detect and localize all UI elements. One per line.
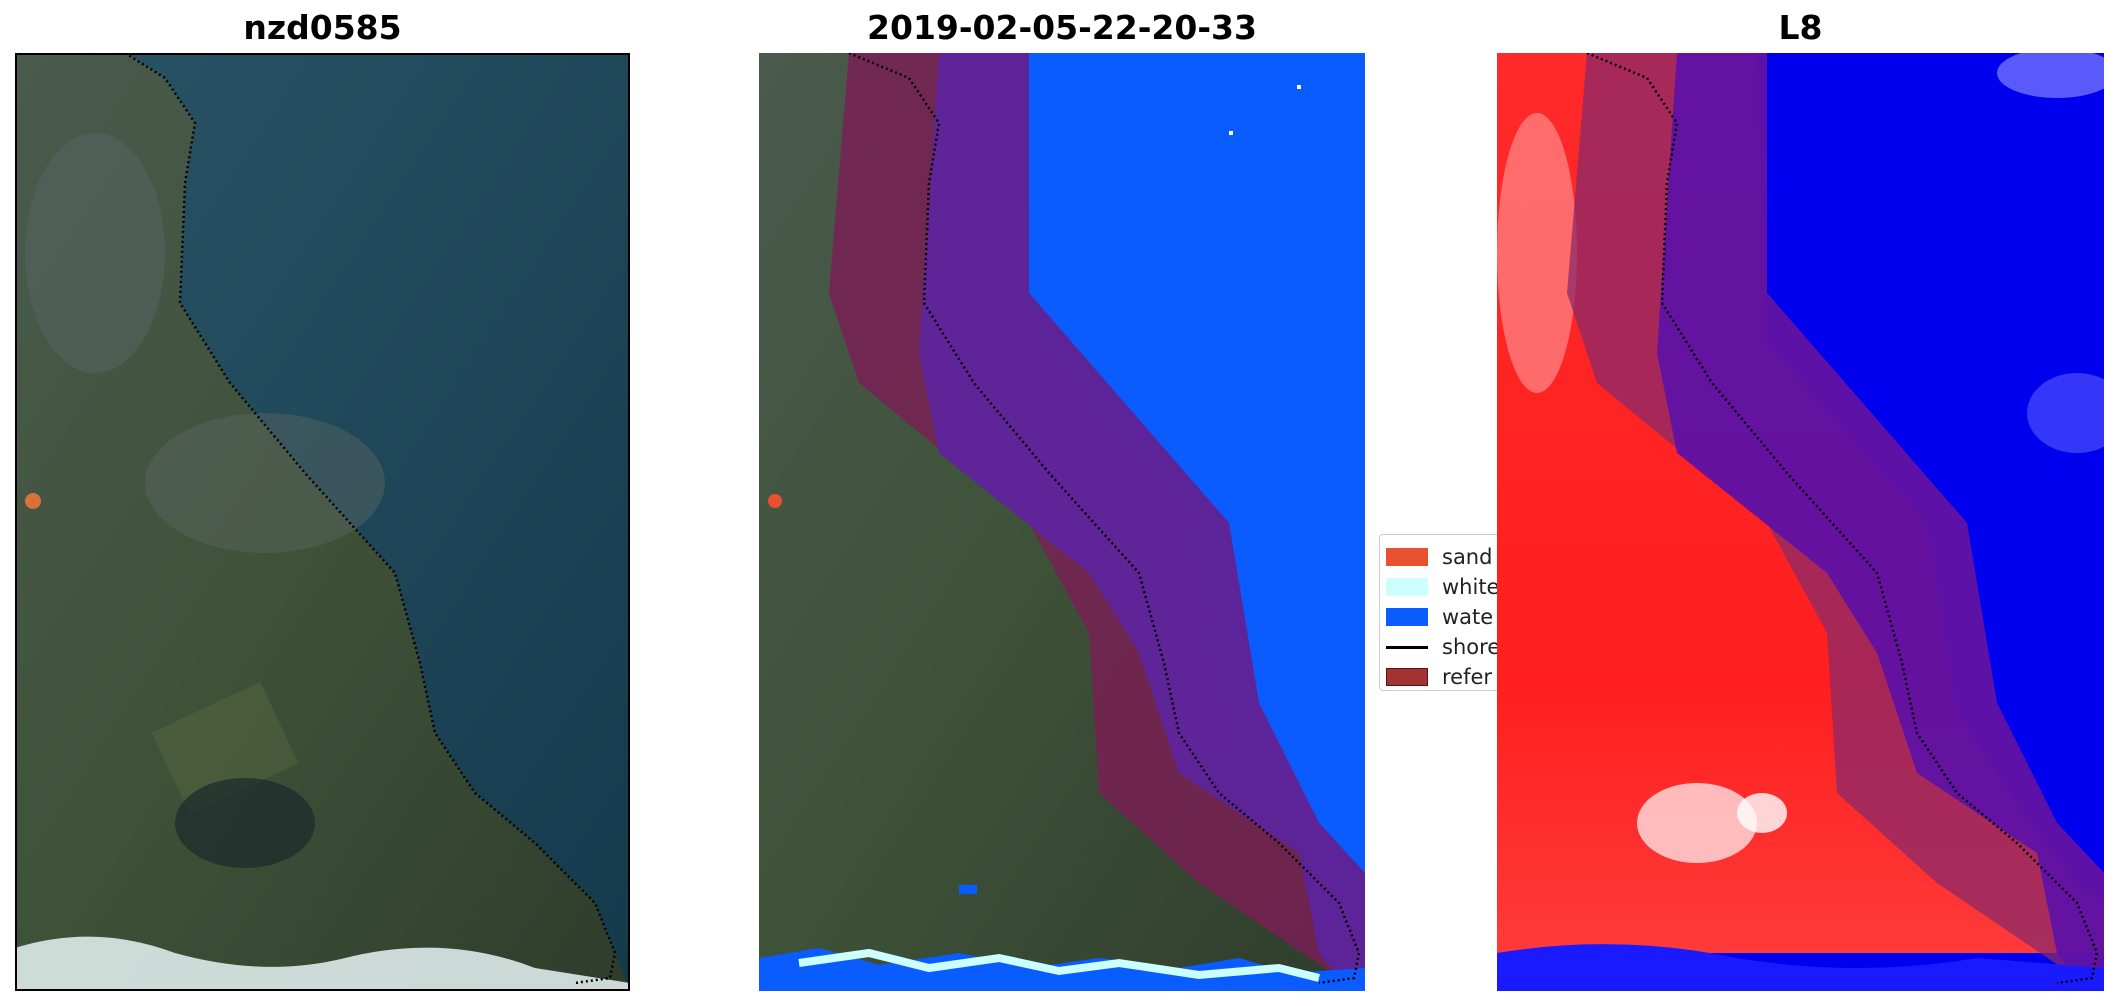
- white-pixel: [1229, 131, 1233, 135]
- legend-label-water: wate: [1442, 605, 1494, 629]
- index-image: [1497, 53, 2104, 991]
- legend-label-white: white: [1442, 575, 1497, 599]
- index-panel: [1497, 53, 2104, 991]
- reference-buffer-over-water: [919, 53, 1365, 978]
- legend-item-sand: sand: [1386, 543, 1497, 571]
- white-pixel: [1297, 85, 1301, 89]
- shoreline-swatch: [1386, 645, 1428, 649]
- cloud-patch: [1997, 53, 2104, 98]
- panel-title-rgb: nzd0585: [243, 8, 402, 47]
- water-swatch: [1386, 608, 1428, 626]
- legend-label-sand: sand: [1442, 545, 1493, 569]
- bright-patch: [1637, 783, 1757, 863]
- legend-label-shoreline: shore: [1442, 635, 1497, 659]
- classification-image: [759, 53, 1365, 991]
- bright-patch: [1737, 793, 1787, 833]
- inland-water-patch: [959, 885, 977, 894]
- legend-item-reference: refer: [1386, 663, 1497, 690]
- rgb-satellite-image: [15, 53, 630, 991]
- reference-shoreline: [124, 53, 617, 985]
- legend-item-water: wate: [1386, 603, 1497, 631]
- forest-patch: [175, 778, 315, 868]
- panel-title-classification: 2019-02-05-22-20-33: [867, 8, 1257, 47]
- legend-item-white: white: [1386, 573, 1497, 601]
- surf-line: [15, 936, 630, 991]
- white-water-swatch: [1386, 578, 1428, 596]
- classification-panel: [759, 53, 1365, 991]
- reference-buffer-over-water: [1657, 53, 2104, 978]
- legend: sand white wate shore refer: [1379, 534, 1497, 691]
- white-water-class: [798, 948, 1320, 982]
- town-area: [25, 133, 165, 373]
- field-patch: [151, 681, 299, 815]
- legend-item-shoreline: shore: [1386, 633, 1497, 661]
- sand-swatch: [1386, 548, 1428, 566]
- surf-index-area: [1497, 944, 2104, 991]
- village-area: [145, 413, 385, 553]
- panel-title-index: L8: [1778, 8, 1823, 47]
- reference-swatch: [1386, 668, 1428, 686]
- rgb-image-panel: [15, 53, 630, 991]
- sand-patch: [25, 493, 41, 509]
- bright-patch: [1497, 113, 1577, 393]
- cloud-patch: [2027, 373, 2104, 453]
- sand-class-patch: [768, 494, 782, 508]
- legend-label-reference: refer: [1442, 665, 1493, 689]
